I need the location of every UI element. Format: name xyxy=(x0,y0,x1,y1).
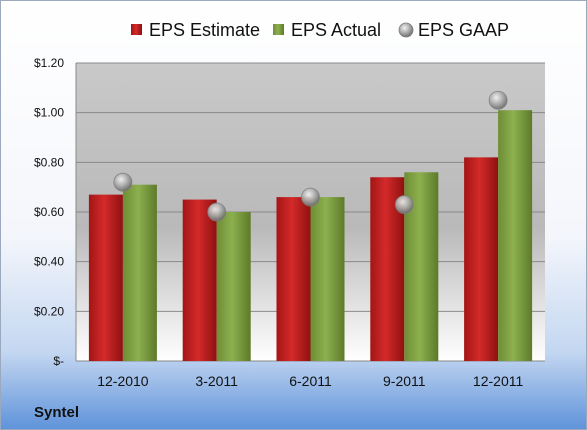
x-tick-label: 3-2011 xyxy=(195,373,238,389)
legend-label: EPS Actual xyxy=(291,20,381,40)
y-tick-label: $- xyxy=(53,354,64,368)
eps-gaap-marker xyxy=(488,90,508,110)
eps-actual-bar xyxy=(498,110,533,361)
legend-label: EPS Estimate xyxy=(149,20,260,40)
y-tick-label: $1.20 xyxy=(34,56,64,70)
x-tick-label: 6-2011 xyxy=(289,373,332,389)
eps-actual-bar xyxy=(310,197,345,361)
legend-swatch xyxy=(398,22,414,38)
legend-eps-estimate: EPS Estimate xyxy=(131,20,260,40)
x-tick-label: 12-2011 xyxy=(473,373,524,389)
company-name: Syntel xyxy=(34,404,79,421)
y-tick-label: $0.80 xyxy=(34,155,64,169)
eps-actual-bar xyxy=(122,184,157,361)
eps-estimate-bar xyxy=(464,157,499,361)
legend-label: EPS GAAP xyxy=(418,20,509,40)
eps-gaap-marker xyxy=(207,202,227,222)
eps-actual-bar xyxy=(216,212,251,361)
legend-swatch xyxy=(273,24,284,35)
eps-gaap-marker xyxy=(394,195,414,214)
legend-eps-gaap: EPS GAAP xyxy=(398,20,509,40)
y-tick-label: $0.20 xyxy=(34,304,64,318)
eps-estimate-bar xyxy=(182,199,217,361)
y-tick-label: $0.60 xyxy=(34,205,64,219)
eps-gaap-marker xyxy=(113,172,133,192)
eps-estimate-bar xyxy=(276,197,311,361)
legend-swatch xyxy=(131,24,142,35)
x-tick-label: 12-2010 xyxy=(97,373,149,389)
x-tick-label: 9-2011 xyxy=(383,373,426,389)
legend-eps-actual: EPS Actual xyxy=(273,20,381,40)
eps-estimate-bar xyxy=(88,194,123,361)
eps-gaap-marker xyxy=(301,187,320,207)
y-tick-label: $1.00 xyxy=(34,106,64,120)
y-tick-label: $0.40 xyxy=(34,255,64,269)
